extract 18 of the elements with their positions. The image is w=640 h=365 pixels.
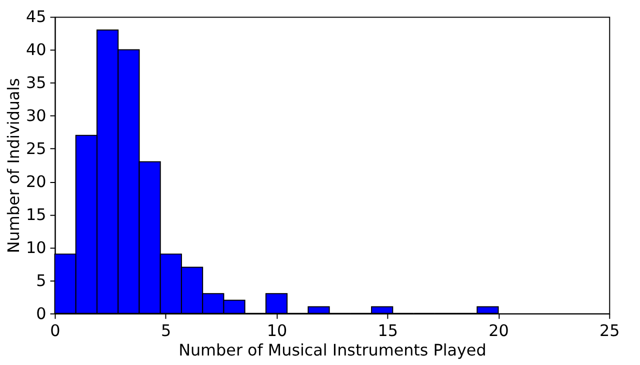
y-tick-label: 5 bbox=[36, 270, 46, 290]
y-tick-label: 30 bbox=[26, 106, 46, 126]
y-tick-label: 15 bbox=[26, 204, 46, 224]
x-axis-title: Number of Musical Instruments Played bbox=[178, 340, 486, 360]
y-tick-label: 45 bbox=[26, 7, 46, 26]
x-tick-label: 0 bbox=[50, 320, 60, 340]
y-tick-label: 35 bbox=[26, 73, 46, 92]
y-tick-label: 10 bbox=[26, 238, 46, 257]
y-axis-title: Number of Individuals bbox=[4, 78, 24, 254]
y-tick-label: 0 bbox=[36, 304, 46, 323]
x-tick-label: 15 bbox=[378, 320, 398, 340]
y-tick-label: 40 bbox=[26, 40, 46, 60]
x-tick-label: 20 bbox=[488, 320, 509, 340]
x-tick-label: 5 bbox=[161, 320, 172, 340]
x-tick-label: 10 bbox=[266, 320, 288, 340]
y-tick-label: 25 bbox=[26, 139, 46, 158]
x-tick-label: 25 bbox=[600, 320, 620, 340]
y-tick-label: 20 bbox=[26, 172, 46, 192]
